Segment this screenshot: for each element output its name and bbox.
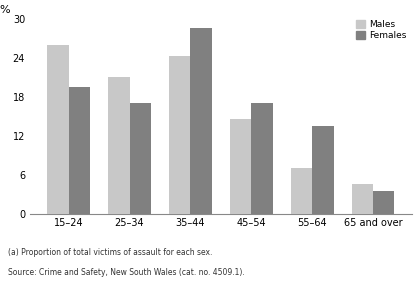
Text: %: %	[0, 5, 10, 15]
Bar	[108, 77, 129, 214]
Bar	[191, 28, 212, 214]
Bar	[169, 56, 191, 214]
Bar	[129, 103, 151, 214]
Bar	[251, 103, 272, 214]
Text: Source: Crime and Safety, New South Wales (cat. no. 4509.1).: Source: Crime and Safety, New South Wale…	[8, 267, 245, 276]
Bar	[230, 119, 251, 214]
Bar	[312, 126, 334, 214]
Bar	[69, 87, 90, 214]
Bar	[373, 191, 394, 214]
Bar	[47, 44, 69, 214]
Bar	[352, 185, 373, 214]
Text: (a) Proportion of total victims of assault for each sex.: (a) Proportion of total victims of assau…	[8, 248, 213, 257]
Legend: Males, Females: Males, Females	[356, 19, 407, 41]
Bar	[291, 168, 312, 214]
